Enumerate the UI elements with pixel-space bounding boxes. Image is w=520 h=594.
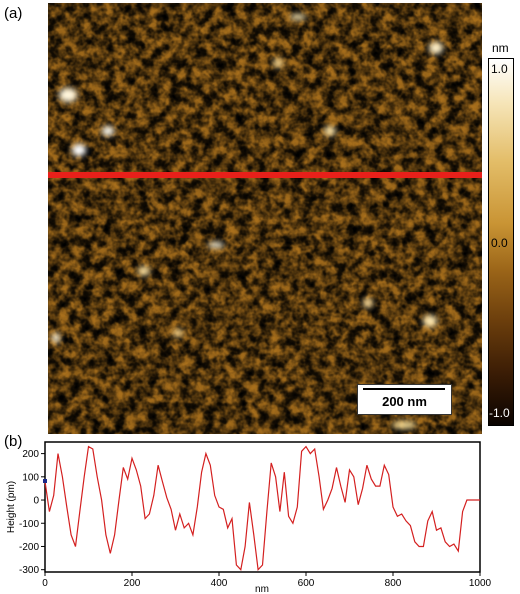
x-axis: 0 200 400 600 800 1000 bbox=[42, 572, 492, 589]
x-tick-label: 1000 bbox=[469, 578, 492, 589]
colorbar bbox=[488, 58, 514, 426]
x-axis-label: nm bbox=[255, 584, 269, 594]
colorbar-max-label: 1.0 bbox=[491, 62, 508, 76]
x-tick-label: 800 bbox=[385, 578, 402, 589]
y-tick-label: -100 bbox=[19, 519, 39, 530]
panel-a-label: (a) bbox=[4, 5, 23, 22]
x-tick-label: 0 bbox=[42, 578, 48, 589]
plot-frame bbox=[44, 441, 481, 573]
colorbar-unit: nm bbox=[492, 41, 509, 55]
scale-bar-label: 200 nm bbox=[382, 394, 427, 409]
colorbar-mid-label: 0.0 bbox=[491, 236, 508, 250]
y-axis-label: Height (pm) bbox=[6, 481, 17, 533]
x-tick-label: 200 bbox=[124, 578, 141, 589]
colorbar-min-label: -1.0 bbox=[489, 406, 510, 420]
x-tick-label: 400 bbox=[211, 578, 228, 589]
y-tick-label: 200 bbox=[22, 449, 39, 460]
y-axis: -300 -200 -100 0 100 200 bbox=[19, 449, 45, 576]
height-profile-chart: -300 -200 -100 0 100 200 0 200 400 600 800 1000 He… bbox=[6, 441, 492, 594]
y-tick-label: -300 bbox=[19, 565, 39, 576]
afm-topography-image bbox=[48, 3, 482, 434]
afm-light-texture bbox=[48, 3, 482, 434]
profile-start-marker bbox=[43, 479, 47, 483]
height-profile-line bbox=[44, 445, 480, 572]
y-tick-label: -200 bbox=[19, 542, 39, 553]
afm-bright-particles bbox=[52, 14, 443, 429]
scale-bar bbox=[363, 388, 445, 390]
panel-b-label: (b) bbox=[4, 433, 23, 450]
x-tick-label: 600 bbox=[298, 578, 315, 589]
y-tick-label: 100 bbox=[22, 472, 39, 483]
y-tick-label: 0 bbox=[33, 496, 39, 507]
